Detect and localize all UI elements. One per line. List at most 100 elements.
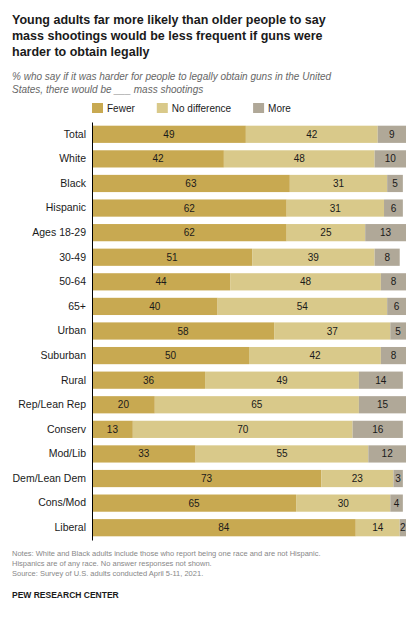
y-tick-label: Total	[64, 128, 86, 140]
subtitle: % who say if it was harder for people to…	[12, 71, 332, 95]
bar-segment	[353, 421, 403, 438]
bar-segment	[155, 396, 359, 413]
y-tick-label: Liberal	[54, 521, 86, 533]
y-tick-label: Black	[60, 177, 86, 189]
data-label: 39	[308, 252, 320, 263]
data-label: 42	[309, 350, 321, 361]
data-label: 12	[382, 448, 394, 459]
y-tick: Ages 18-29	[32, 226, 86, 238]
bar-segment	[92, 347, 249, 364]
y-tick-label: Rep/Lean Rep	[18, 398, 86, 410]
bar-segment	[390, 495, 403, 512]
data-label: 42	[152, 153, 164, 164]
data-label: 31	[333, 178, 345, 189]
bar-segment	[359, 396, 406, 413]
bar-segment	[378, 126, 406, 143]
data-label: 13	[380, 227, 392, 238]
bar-segment	[246, 126, 378, 143]
bar-segment	[252, 249, 374, 266]
data-label: 9	[389, 129, 395, 140]
y-tick-label: 50-64	[59, 275, 86, 287]
plot: 4942636262514440585036201333736584424831…	[12, 123, 406, 541]
bar-segment	[387, 298, 406, 315]
legend-label: More	[268, 103, 291, 114]
bars	[92, 126, 406, 537]
data-label: 6	[394, 301, 400, 312]
y-tick: Rep/Lean Rep	[18, 398, 86, 410]
y-tick: Total	[64, 128, 86, 140]
bar-segment	[92, 199, 287, 216]
y-tick-label: Conserv	[47, 423, 87, 435]
data-label: 48	[294, 153, 306, 164]
bar-segment	[133, 421, 353, 438]
bar-segment	[287, 199, 384, 216]
legend-item: Fewer	[92, 103, 135, 114]
data-label: 8	[391, 350, 397, 361]
y-tick: Rural	[61, 374, 86, 386]
legend-label: No difference	[172, 103, 232, 114]
series	[353, 126, 406, 537]
bar-segment	[387, 175, 403, 192]
data-label: 40	[149, 301, 161, 312]
data-label: 84	[218, 522, 230, 533]
data-label: 23	[352, 473, 364, 484]
y-tick-label: Suburban	[40, 349, 86, 361]
y-axis: TotalWhiteBlackHispanicAges 18-2930-4950…	[12, 123, 92, 541]
y-tick: Dem/Lean Dem	[12, 472, 86, 484]
notes: Notes: White and Black adults include th…	[12, 549, 321, 578]
data-label: 15	[377, 399, 389, 410]
y-tick: 50-64	[59, 275, 86, 287]
data-label: 62	[184, 227, 196, 238]
data-label: 16	[372, 424, 384, 435]
bar-segment	[92, 150, 224, 167]
y-tick-label: Cons/Mod	[38, 496, 86, 508]
bar-segment	[92, 421, 133, 438]
data-label: 49	[276, 375, 288, 386]
data-label: 63	[185, 178, 197, 189]
legend-swatch	[253, 103, 264, 113]
bar-segment	[92, 495, 296, 512]
bar-segment	[390, 322, 406, 339]
y-axis-line	[92, 123, 93, 541]
legend: Fewer No difference More	[92, 103, 291, 114]
bar-segment	[296, 495, 390, 512]
bar-segment	[359, 372, 403, 389]
y-tick: 30-49	[59, 251, 86, 263]
y-tick-label: Ages 18-29	[32, 226, 86, 238]
bar-segment	[218, 298, 388, 315]
data-label: 48	[300, 276, 312, 287]
legend-item: More	[253, 103, 291, 114]
bar-segment	[400, 519, 406, 536]
data-label: 30	[338, 498, 350, 509]
chart: Young adults far more likely than older …	[0, 0, 420, 633]
bar-segment	[384, 199, 403, 216]
data-label: 2	[400, 522, 406, 533]
data-label: 4	[394, 498, 400, 509]
y-tick: Black	[60, 177, 86, 189]
bar-segment	[230, 273, 381, 290]
bar-segment	[224, 150, 375, 167]
y-tick: Hispanic	[46, 201, 86, 213]
legend-label: Fewer	[107, 103, 135, 114]
legend-swatch	[92, 103, 103, 113]
series	[133, 126, 400, 537]
bar-segment	[381, 273, 406, 290]
data-label: 42	[306, 129, 318, 140]
y-tick-label: Mod/Lib	[49, 447, 87, 459]
y-tick: 65+	[68, 300, 86, 312]
bar-segment	[92, 519, 356, 536]
data-label: 14	[372, 522, 384, 533]
legend-item: No difference	[157, 103, 232, 114]
data-label: 5	[395, 326, 401, 337]
data-label: 70	[237, 424, 249, 435]
bar-segment	[196, 445, 369, 462]
data-label: 31	[330, 203, 342, 214]
data-label: 54	[297, 301, 309, 312]
data-label: 55	[276, 448, 288, 459]
data-label: 25	[320, 227, 332, 238]
data-label: 62	[184, 203, 196, 214]
y-tick-label: Rural	[61, 374, 86, 386]
data-label: 65	[251, 399, 263, 410]
data-label: 20	[118, 399, 130, 410]
data-label: 10	[385, 153, 397, 164]
